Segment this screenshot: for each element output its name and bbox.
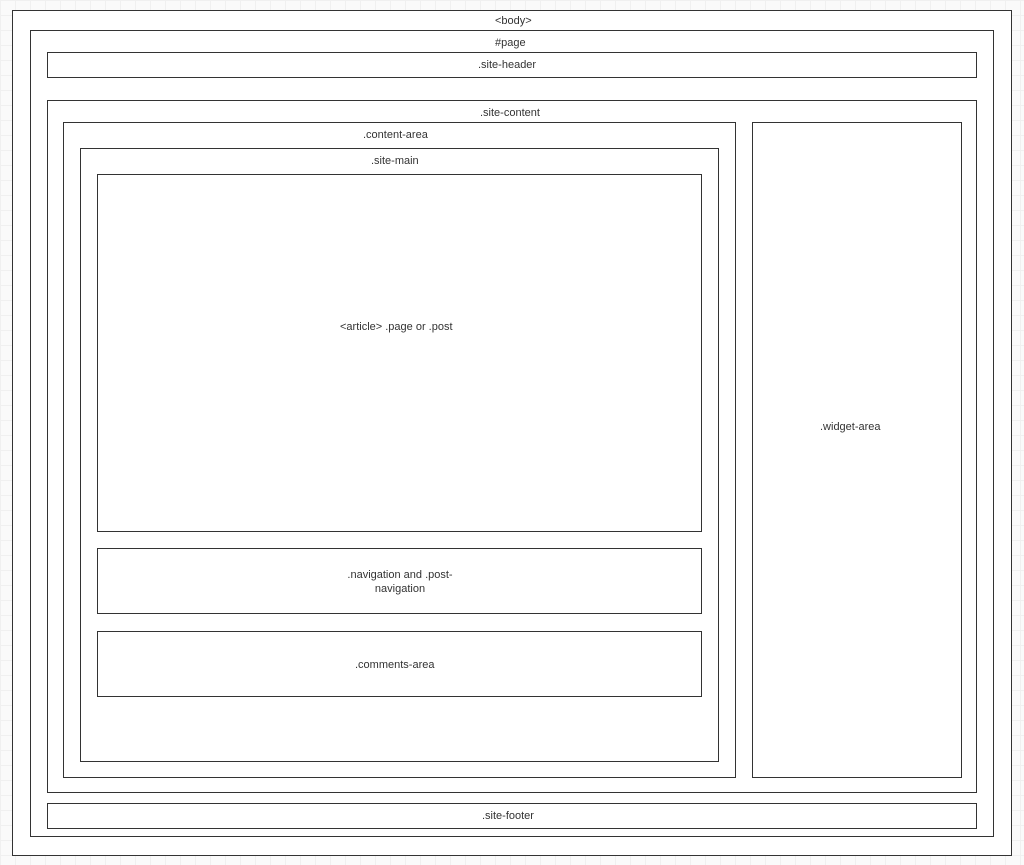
site-header-label: .site-header (478, 58, 536, 72)
article-label: <article> .page or .post (340, 320, 453, 334)
article-box (97, 174, 702, 532)
widget-area-label: .widget-area (820, 420, 881, 434)
comments-area-label: .comments-area (355, 658, 434, 672)
site-footer-label: .site-footer (482, 809, 534, 823)
page-label: #page (495, 36, 526, 50)
content-area-label: .content-area (363, 128, 428, 142)
site-main-label: .site-main (371, 154, 419, 168)
widget-area-box (752, 122, 962, 778)
body-label: <body> (495, 14, 532, 28)
navigation-label: .navigation and .post- navigation (340, 568, 460, 597)
site-content-label: .site-content (480, 106, 540, 120)
